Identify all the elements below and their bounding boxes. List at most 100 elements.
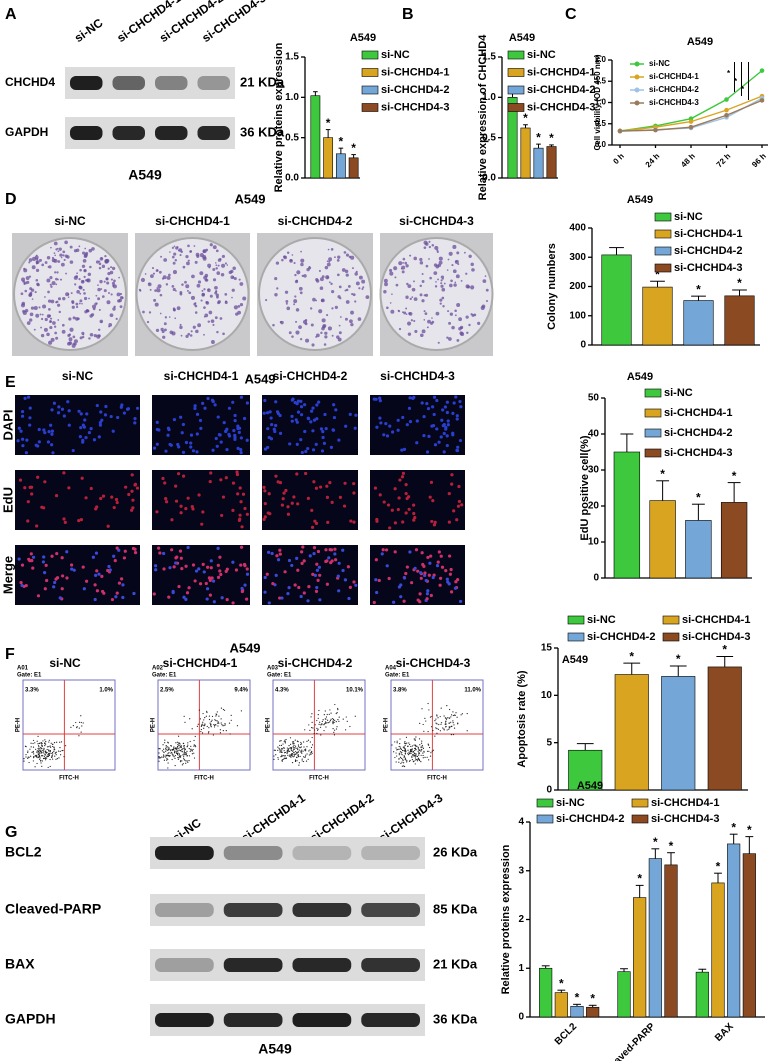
colony	[205, 278, 209, 282]
colony	[57, 260, 61, 263]
colony	[424, 293, 429, 297]
colony	[81, 280, 85, 283]
event	[176, 748, 178, 750]
event	[337, 719, 339, 721]
event	[180, 745, 182, 747]
colony	[276, 287, 279, 290]
colony	[36, 282, 40, 286]
event	[37, 745, 40, 747]
cell-nucleus	[114, 595, 118, 599]
colony	[295, 320, 298, 323]
event	[188, 755, 191, 757]
significance: *	[732, 469, 737, 483]
event	[297, 751, 300, 753]
cell-nucleus	[28, 406, 32, 410]
event	[164, 739, 166, 741]
colony	[294, 295, 297, 298]
event	[414, 763, 416, 765]
colony	[49, 283, 52, 286]
cell-nucleus	[109, 414, 113, 419]
colony	[454, 281, 457, 284]
cell-nucleus	[332, 415, 337, 420]
cell-nucleus	[185, 591, 190, 595]
cell-nucleus	[179, 556, 183, 560]
cell-nucleus	[209, 566, 213, 570]
colony	[217, 301, 220, 305]
colony	[284, 290, 289, 294]
colony	[219, 257, 222, 261]
cell-nucleus	[290, 419, 294, 423]
event	[288, 745, 290, 747]
event	[193, 739, 195, 742]
event	[293, 744, 295, 747]
event	[422, 757, 424, 759]
event	[39, 758, 41, 760]
colony	[48, 265, 52, 269]
cell-nucleus	[24, 451, 29, 455]
event	[405, 750, 407, 752]
event	[334, 719, 336, 721]
event	[40, 741, 42, 744]
event	[449, 708, 451, 711]
event	[45, 751, 47, 753]
colony	[100, 288, 103, 290]
event	[277, 756, 279, 759]
event	[219, 729, 221, 731]
colony	[409, 297, 412, 301]
event	[395, 761, 397, 763]
colony	[119, 296, 124, 300]
cell-nucleus	[306, 599, 310, 603]
event	[444, 721, 447, 723]
event	[345, 729, 347, 731]
event	[208, 731, 210, 733]
cell-nucleus	[267, 601, 271, 605]
significance: *	[339, 134, 344, 148]
event	[423, 750, 425, 752]
cell-nucleus	[236, 424, 240, 428]
colony	[67, 296, 70, 298]
event	[399, 738, 401, 740]
colony	[75, 305, 79, 309]
colony	[107, 267, 110, 270]
colony	[153, 298, 157, 302]
cell-nucleus	[408, 420, 413, 424]
cell-nucleus	[213, 403, 217, 407]
colony	[78, 277, 81, 281]
cell-nucleus	[337, 561, 341, 565]
event	[414, 755, 417, 757]
event	[188, 759, 190, 762]
colony	[99, 279, 103, 284]
event	[314, 724, 316, 726]
x-tick-label: 0 h	[611, 151, 626, 166]
event	[419, 744, 421, 746]
fluor-image	[152, 395, 250, 455]
event	[210, 723, 212, 725]
colony	[35, 278, 39, 282]
colony	[82, 259, 87, 263]
axis-label: PE-H	[151, 718, 157, 732]
chart-title: A549	[577, 780, 603, 792]
event	[412, 751, 414, 753]
colony	[433, 271, 438, 275]
colony	[310, 323, 314, 327]
cell-nucleus	[418, 592, 422, 596]
colony	[439, 298, 443, 302]
colony	[454, 309, 457, 313]
event	[41, 755, 43, 757]
event	[316, 727, 318, 729]
cell-nucleus	[425, 450, 430, 454]
event	[53, 750, 55, 753]
event	[179, 756, 182, 758]
colony	[168, 273, 171, 277]
event	[173, 751, 176, 753]
cell-nucleus	[62, 517, 66, 521]
cell-nucleus	[233, 437, 237, 441]
cell-nucleus	[262, 485, 266, 490]
event	[305, 748, 307, 750]
event	[284, 757, 286, 760]
event	[40, 746, 42, 749]
cell-nucleus	[135, 486, 140, 490]
event	[49, 745, 51, 747]
cell-nucleus	[407, 406, 412, 411]
colony	[428, 240, 431, 243]
